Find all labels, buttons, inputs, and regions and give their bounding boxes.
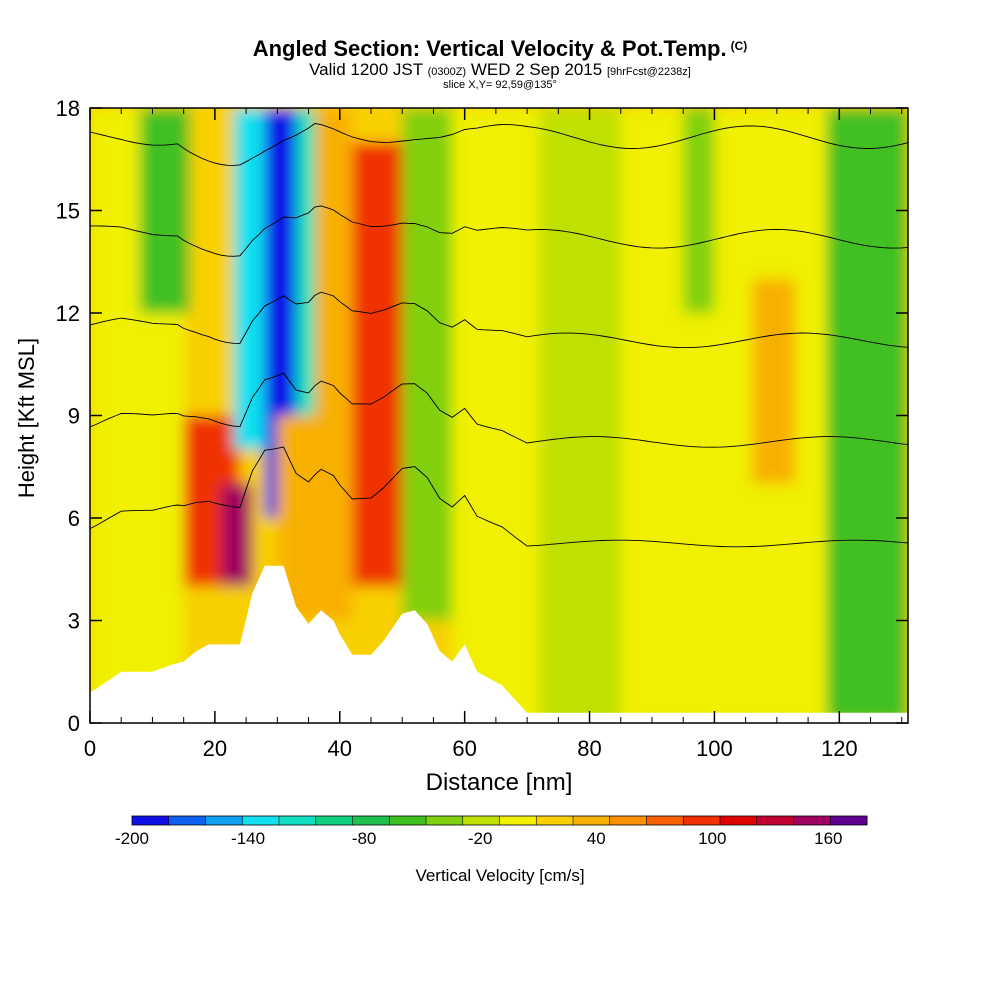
colorbar-swatch	[168, 816, 206, 825]
axis-labels: Distance [nm] Height [Kft MSL]	[14, 338, 572, 796]
colorbar-tick-label: -80	[352, 829, 377, 848]
colorbar-swatch	[720, 816, 758, 825]
isentrope	[90, 123, 908, 166]
colorbar-swatch	[683, 816, 721, 825]
vertical-velocity-field	[90, 108, 908, 723]
isentrope	[90, 291, 908, 349]
colorbar-swatch	[132, 816, 170, 825]
chart-title: Angled Section: Vertical Velocity & Pot.…	[252, 36, 748, 61]
colorbar-tick-label: 40	[587, 829, 606, 848]
y-tick-label: 18	[56, 96, 80, 121]
colorbar-swatch	[242, 816, 280, 825]
colorbar-tick-label: -200	[115, 829, 149, 848]
colorbar-tick-label: 100	[698, 829, 726, 848]
chart-subtitle: Valid 1200 JST (0300Z) WED 2 Sep 2015 [9…	[309, 60, 691, 79]
velocity-region	[683, 108, 715, 313]
isentrope	[90, 372, 908, 448]
colorbar-swatch	[573, 816, 611, 825]
x-tick-label: 40	[328, 736, 352, 761]
colorbar-swatch	[756, 816, 794, 825]
y-tick-label: 9	[68, 404, 80, 429]
y-tick-label: 6	[68, 506, 80, 531]
velocity-region	[221, 483, 253, 587]
isentrope	[90, 0, 908, 11]
colorbar-swatch	[536, 816, 574, 825]
pot-temp-contours	[90, 0, 908, 548]
y-tick-label: 15	[56, 199, 80, 224]
y-tick-label: 12	[56, 301, 80, 326]
velocity-region	[826, 108, 908, 723]
velocity-region	[189, 108, 234, 416]
x-tick-label: 80	[577, 736, 601, 761]
velocity-region	[452, 108, 540, 723]
colorbar-swatch	[205, 816, 243, 825]
colorbar-swatch	[352, 816, 390, 825]
y-tick-label: 0	[68, 711, 80, 736]
x-tick-label: 100	[696, 736, 733, 761]
isentrope	[90, 22, 908, 78]
axes: 0 20 40 60 80 100 120 0 3 6 9 12 15 18	[56, 96, 908, 761]
y-tick-label: 3	[68, 609, 80, 634]
velocity-region	[751, 278, 796, 484]
velocity-region	[314, 108, 353, 621]
colorbar-swatch	[793, 816, 831, 825]
colorbar-swatch	[315, 816, 353, 825]
x-tick-label: 0	[84, 736, 96, 761]
y-axis-label: Height [Kft MSL]	[14, 338, 39, 498]
velocity-region	[233, 108, 265, 450]
terrain-mask	[90, 565, 908, 723]
colorbar-swatch	[426, 816, 464, 825]
colorbar-label: Vertical Velocity [cm/s]	[415, 866, 584, 885]
velocity-region	[352, 142, 403, 587]
x-tick-label: 20	[203, 736, 227, 761]
velocity-region	[402, 108, 453, 621]
colorbar-swatch	[462, 816, 500, 825]
colorbar-tick-label: -140	[231, 829, 265, 848]
colorbar-swatch	[499, 816, 537, 825]
isentrope	[90, 205, 908, 257]
velocity-region	[139, 108, 190, 313]
terrain	[90, 565, 908, 723]
velocity-region	[539, 108, 621, 723]
slice-label: slice X,Y= 92,59@135°	[443, 79, 557, 91]
x-tick-label: 120	[821, 736, 858, 761]
colorbar-swatch	[389, 816, 427, 825]
colorbar-tick-label: -20	[468, 829, 493, 848]
x-tick-label: 60	[452, 736, 476, 761]
colorbar-tick-label: 160	[814, 829, 842, 848]
colorbar-swatch	[646, 816, 684, 825]
colorbar: -200 -140 -80 -20 40 100 160	[115, 815, 868, 848]
colorbar-swatch	[609, 816, 647, 825]
x-axis-label: Distance [nm]	[426, 769, 573, 796]
colorbar-swatch	[830, 816, 868, 825]
isentrope	[90, 446, 908, 548]
colorbar-swatch	[279, 816, 317, 825]
